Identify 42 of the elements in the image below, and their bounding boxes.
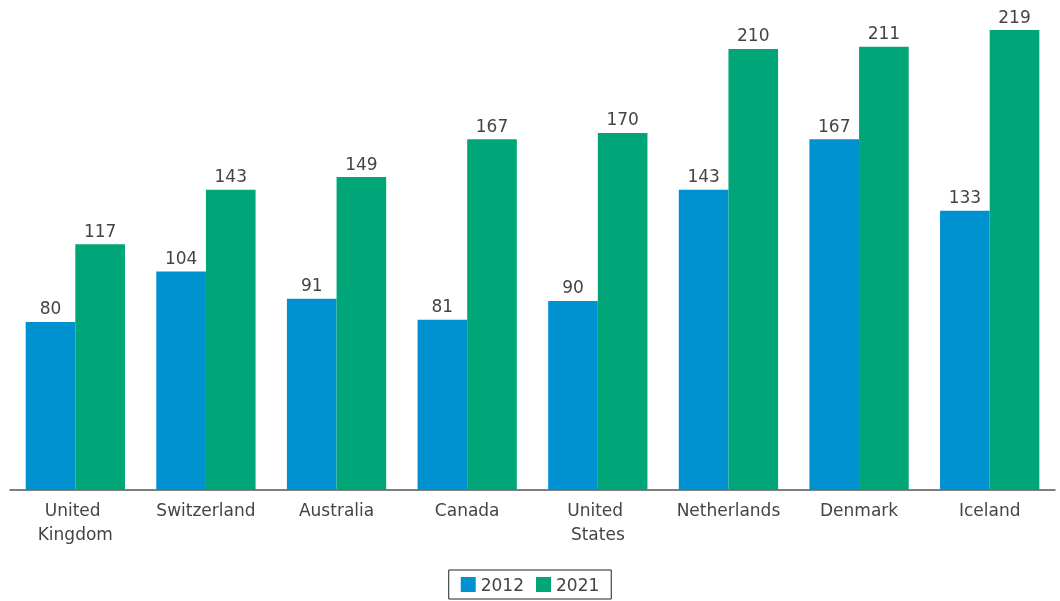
bar: [728, 48, 779, 490]
bar: [286, 298, 337, 490]
data-label: 104: [164, 248, 198, 269]
bar: [417, 319, 468, 490]
data-label: 219: [998, 6, 1031, 27]
bar: [25, 321, 76, 490]
data-label: 167: [475, 115, 509, 136]
x-tick-label: United Kingdom: [37, 500, 113, 544]
data-label: 210: [737, 25, 770, 46]
data-label: 90: [562, 277, 584, 298]
x-tick-label: Australia: [298, 500, 375, 520]
x-tick-label: Canada: [434, 500, 500, 520]
bar: [940, 210, 990, 490]
bar: [597, 132, 648, 490]
legend-label: 2021: [556, 574, 600, 595]
x-tick-label: Denmark: [819, 500, 899, 520]
bar: [336, 177, 387, 490]
x-tick-label: Iceland: [958, 500, 1021, 520]
bar: [678, 189, 729, 490]
data-label: 91: [300, 275, 323, 296]
bar: [205, 189, 256, 490]
data-label: 81: [431, 296, 454, 317]
bar: [156, 271, 206, 490]
bar: [859, 46, 909, 490]
data-label: 167: [818, 115, 851, 136]
bar: [989, 30, 1040, 490]
bar: [467, 139, 517, 490]
x-tick-label: Switzerland: [156, 500, 256, 520]
data-label: 143: [687, 166, 720, 187]
data-label: 133: [948, 187, 982, 208]
x-tick-label: Netherlands: [676, 500, 781, 520]
bar: [809, 139, 860, 490]
bar: [548, 300, 598, 490]
bar: [75, 244, 125, 490]
data-label: 149: [345, 153, 378, 174]
x-tick-label: United States: [567, 500, 629, 544]
data-label: 80: [39, 298, 62, 319]
legend-label: 2012: [480, 574, 524, 595]
data-label: 211: [867, 23, 901, 44]
data-label: 117: [83, 220, 117, 241]
data-label: 170: [606, 109, 639, 130]
data-label: 143: [214, 166, 247, 187]
